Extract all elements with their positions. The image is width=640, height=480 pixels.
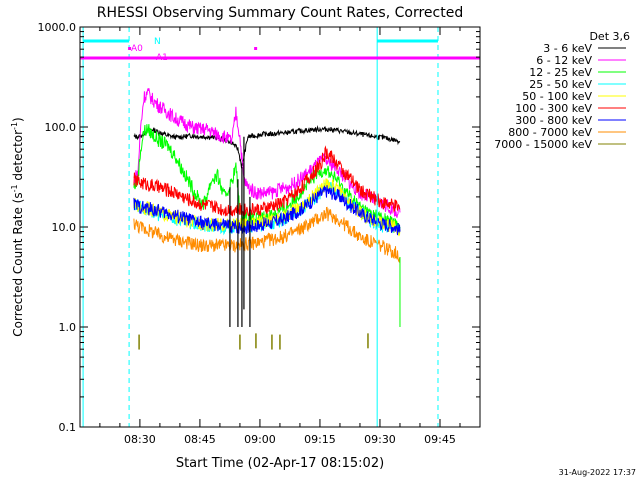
- y-tick-label: 0.1: [59, 421, 77, 434]
- attenuator-marker: [254, 47, 258, 50]
- y-axis-label-sup-2: -1: [10, 122, 19, 130]
- x-tick-label: 09:45: [424, 433, 456, 446]
- y-axis-label: Corrected Count Rate (s-1 detector-1): [10, 117, 25, 336]
- legend-label: 7000 - 15000 keV: [494, 138, 592, 151]
- legend-label: 3 - 6 keV: [543, 42, 592, 55]
- y-axis-label-close: ): [11, 117, 25, 122]
- y-tick-label: 1000.0: [38, 21, 77, 34]
- x-tick-label: 09:15: [304, 433, 336, 446]
- svg-text:Corrected Count Rate (s-1 dete: Corrected Count Rate (s-1 detector-1): [10, 117, 25, 336]
- series-line: [133, 88, 401, 218]
- y-axis-label-sup-1: -1: [10, 184, 19, 192]
- x-axis-label: Start Time (02-Apr-17 08:15:02): [176, 456, 384, 471]
- legend-label: 50 - 100 keV: [522, 90, 592, 103]
- axes-layer: 0.1 1.0 10.0 100.0 1000.0 08:30 08:45 09:00 09:1…: [38, 21, 480, 446]
- y-tick-label: 10.0: [52, 221, 77, 234]
- y-axis-label-mid: detector: [11, 130, 25, 185]
- legend-label: 6 - 12 keV: [536, 54, 592, 67]
- night-label: N: [154, 37, 161, 47]
- legend-label: 800 - 7000 keV: [508, 126, 592, 139]
- x-tick-label: 09:30: [364, 433, 396, 446]
- series-line: [133, 145, 401, 217]
- x-tick-label: 08:45: [184, 433, 216, 446]
- attenuator-label-a0: A0: [131, 44, 143, 54]
- footer-date: 31-Aug-2022 17:37: [559, 468, 636, 477]
- legend-label: 100 - 300 keV: [515, 102, 592, 115]
- x-tick-label: 09:00: [244, 433, 276, 446]
- legend-label: 300 - 800 keV: [515, 114, 592, 127]
- series-line: [133, 185, 401, 236]
- attenuator-marker: [128, 47, 132, 50]
- y-tick-label: 1.0: [59, 321, 77, 334]
- chart-title: RHESSI Observing Summary Count Rates, Co…: [97, 5, 463, 21]
- series-line: [133, 206, 401, 264]
- x-tick-label: 08:30: [124, 433, 156, 446]
- legend-label: 25 - 50 keV: [529, 78, 592, 91]
- overlay-layer: [80, 27, 480, 427]
- detectors-label: Det 3,6: [589, 30, 630, 43]
- y-tick-label: 100.0: [45, 121, 77, 134]
- legend-label: 12 - 25 keV: [529, 66, 592, 79]
- data-layer: [133, 88, 401, 350]
- attenuator-label-a1: A1: [156, 53, 168, 63]
- series-line: [133, 125, 401, 169]
- y-axis-label-main: Corrected Count Rate (s: [11, 192, 25, 336]
